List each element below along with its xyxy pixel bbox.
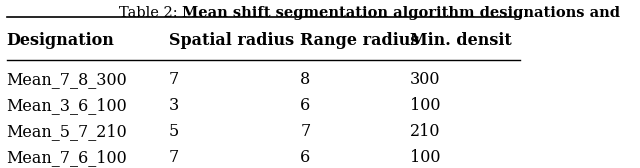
Text: 100: 100 <box>410 97 441 114</box>
Text: Range radius: Range radius <box>300 32 419 49</box>
Text: 8: 8 <box>300 71 310 88</box>
Text: Designation: Designation <box>6 32 115 49</box>
Text: 210: 210 <box>410 123 441 140</box>
Text: 6: 6 <box>300 97 310 114</box>
Text: Mean_3_6_100: Mean_3_6_100 <box>6 97 127 114</box>
Text: Mean shift segmentation algorithm designations and: Mean shift segmentation algorithm design… <box>182 6 620 20</box>
Text: 7: 7 <box>169 149 179 166</box>
Text: Mean_7_6_100: Mean_7_6_100 <box>6 149 127 166</box>
Text: 300: 300 <box>410 71 441 88</box>
Text: 3: 3 <box>169 97 179 114</box>
Text: Spatial radius: Spatial radius <box>169 32 294 49</box>
Text: 7: 7 <box>169 71 179 88</box>
Text: 5: 5 <box>169 123 179 140</box>
Text: Table 2:: Table 2: <box>119 6 182 20</box>
Text: 100: 100 <box>410 149 441 166</box>
Text: 7: 7 <box>300 123 310 140</box>
Text: Mean_5_7_210: Mean_5_7_210 <box>6 123 127 140</box>
Text: Min. densit: Min. densit <box>410 32 512 49</box>
Text: 6: 6 <box>300 149 310 166</box>
Text: Mean_7_8_300: Mean_7_8_300 <box>6 71 127 88</box>
